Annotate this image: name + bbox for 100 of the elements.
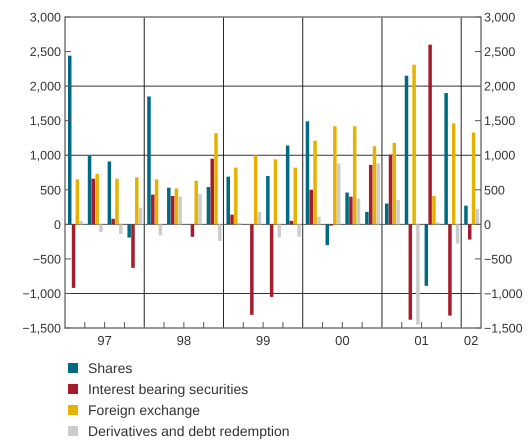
bar — [294, 168, 298, 224]
y-tick-label: 3,000 — [30, 10, 62, 24]
bar — [336, 164, 340, 224]
bar — [277, 224, 281, 238]
bar — [234, 168, 238, 224]
bar — [306, 121, 310, 224]
bar — [384, 204, 388, 224]
bar — [158, 224, 162, 236]
bar — [254, 155, 258, 224]
bar — [138, 208, 142, 224]
text: 99 — [256, 333, 270, 348]
bar — [68, 56, 72, 224]
y-tick-label: 1,000 — [30, 148, 62, 163]
bar — [404, 76, 408, 224]
bar — [174, 188, 178, 224]
bar — [258, 212, 262, 224]
bar — [416, 224, 420, 325]
bar — [119, 224, 123, 234]
bar — [456, 224, 460, 244]
y2-tick-label: 1,500 — [484, 114, 516, 128]
bar — [464, 206, 468, 224]
text: 97 — [97, 333, 112, 348]
bar — [230, 214, 234, 224]
bar — [111, 218, 115, 224]
bar — [131, 224, 135, 268]
y-tick-label: 0 — [54, 218, 62, 232]
bar — [313, 140, 317, 224]
bar — [99, 224, 103, 232]
bar — [194, 180, 198, 224]
y2-tick-label: 2,500 — [484, 45, 516, 60]
bar — [432, 196, 436, 224]
bar — [333, 126, 337, 224]
bar — [147, 96, 151, 224]
bar — [226, 176, 230, 224]
y2-tick-label: −1,500 — [484, 322, 523, 336]
bar — [368, 164, 372, 224]
bar — [79, 220, 83, 224]
bar — [218, 224, 222, 241]
bar — [76, 179, 80, 224]
bar — [178, 196, 182, 224]
y-tick-label: −500 — [32, 252, 62, 266]
bar — [412, 64, 416, 224]
y2-tick-label: −500 — [484, 252, 512, 266]
bar — [310, 190, 314, 224]
bar — [210, 158, 214, 224]
text: 02 — [464, 333, 478, 348]
y2-tick-label: 0 — [484, 218, 491, 232]
bar — [151, 194, 155, 224]
bar — [154, 179, 158, 224]
legend-label: Foreign exchange — [88, 402, 200, 418]
bar — [452, 123, 456, 224]
bar — [250, 224, 254, 315]
y-tick-label: −1,000 — [22, 286, 62, 301]
bar — [214, 133, 218, 224]
bar — [92, 178, 96, 224]
bar — [108, 161, 112, 224]
y-tick-label: 2,500 — [30, 45, 62, 60]
bar — [326, 224, 330, 246]
bar — [408, 224, 412, 320]
bar — [352, 126, 356, 224]
bar — [444, 93, 448, 224]
bar — [95, 174, 99, 224]
bar — [392, 142, 396, 224]
bar — [468, 224, 472, 240]
bar — [190, 224, 194, 237]
y-tick-label: 1,500 — [30, 114, 62, 128]
bar — [356, 198, 360, 224]
bar — [349, 196, 353, 224]
text: 98 — [176, 333, 192, 348]
bar — [317, 216, 321, 224]
legend-label: Interest bearing securities — [88, 381, 248, 397]
y2-tick-label: −1,000 — [484, 286, 523, 301]
bar — [115, 178, 119, 224]
bar — [170, 196, 174, 224]
bar — [365, 212, 369, 224]
bar — [72, 224, 76, 288]
bar — [135, 177, 139, 224]
bar — [476, 209, 480, 224]
y-tick-label: 500 — [40, 183, 62, 198]
text: 01 — [414, 333, 429, 348]
bar — [372, 146, 376, 224]
y2-tick-label: 1,000 — [484, 148, 516, 163]
bar — [127, 224, 131, 238]
y2-tick-label: 3,000 — [484, 10, 516, 24]
bar — [472, 132, 476, 224]
bar — [198, 194, 202, 224]
bar — [290, 220, 294, 224]
bar — [297, 224, 301, 237]
bar — [266, 176, 270, 224]
bar — [274, 159, 278, 224]
bar — [424, 224, 428, 286]
y2-tick-label: 2,000 — [484, 80, 516, 94]
bar — [206, 187, 210, 224]
legend-label: Shares — [88, 360, 132, 376]
bar — [345, 192, 349, 224]
text: 00 — [335, 333, 350, 348]
bar — [388, 154, 392, 224]
bar — [88, 156, 92, 224]
bar — [396, 200, 400, 224]
y-tick-label: 2,000 — [30, 80, 62, 94]
